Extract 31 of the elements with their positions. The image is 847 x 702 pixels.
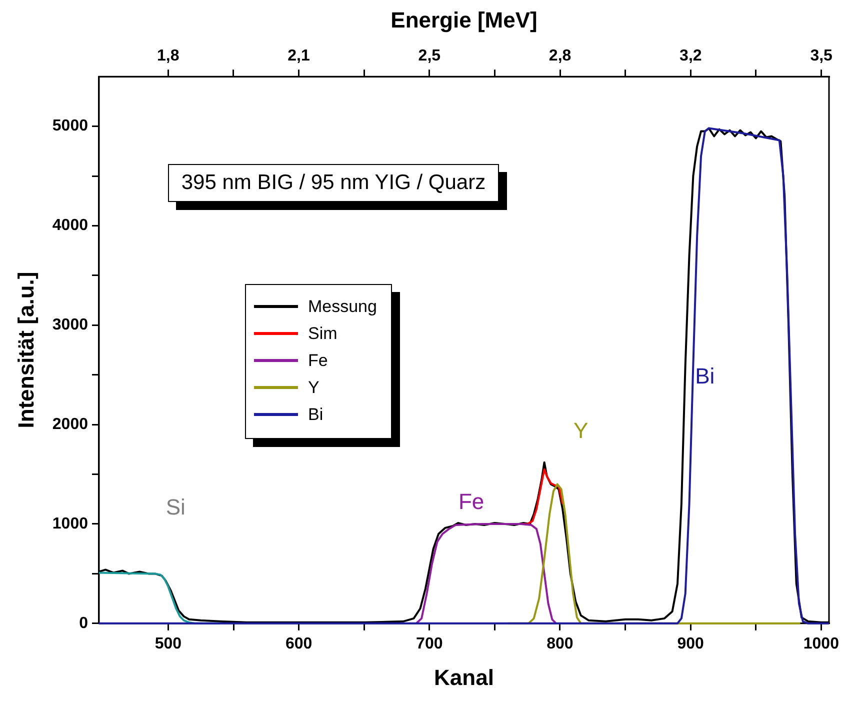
x2-tick-label: 3,2 [680, 47, 702, 64]
y-tick-label: 4000 [52, 217, 88, 234]
x-tick-label: 800 [546, 635, 574, 652]
y-axis-title: Intensität [a.u.] [13, 272, 38, 428]
annotation: Bi [695, 363, 715, 388]
y-tick-label: 5000 [52, 118, 88, 135]
annotation: Fe [458, 489, 484, 514]
y-tick-label: 2000 [52, 416, 88, 433]
x-tick-label: 900 [677, 635, 704, 652]
legend-label: Bi [308, 404, 324, 425]
x2-axis-title: Energie [MeV] [390, 7, 538, 32]
y-tick-label: 3000 [52, 316, 88, 334]
x2-tick-label: 2,8 [548, 47, 572, 64]
y-tick-label: 1000 [52, 515, 88, 532]
x-tick-label: 1000 [803, 635, 840, 652]
x2-tick-label: 3,5 [810, 47, 833, 64]
x2-tick-label: 2,5 [418, 47, 441, 64]
x-tick-label: 600 [285, 635, 312, 652]
annotation: Y [573, 418, 588, 444]
annotation: 395 nm BIG / 95 nm YIG / Quarz [168, 164, 499, 202]
annotation: Si [166, 494, 186, 520]
legend-label: Y [308, 378, 320, 398]
x-axis-title: Kanal [434, 664, 494, 690]
legend-label: Messung [308, 296, 377, 317]
y-tick-label: 0 [79, 614, 88, 632]
x-tick-label: 700 [416, 635, 443, 652]
x2-tick-label: 2,1 [288, 47, 310, 64]
x-tick-label: 500 [154, 635, 182, 652]
x2-tick-label: 1,8 [157, 47, 180, 64]
legend-label: Sim [308, 324, 338, 344]
legend-label: Fe [308, 350, 328, 371]
